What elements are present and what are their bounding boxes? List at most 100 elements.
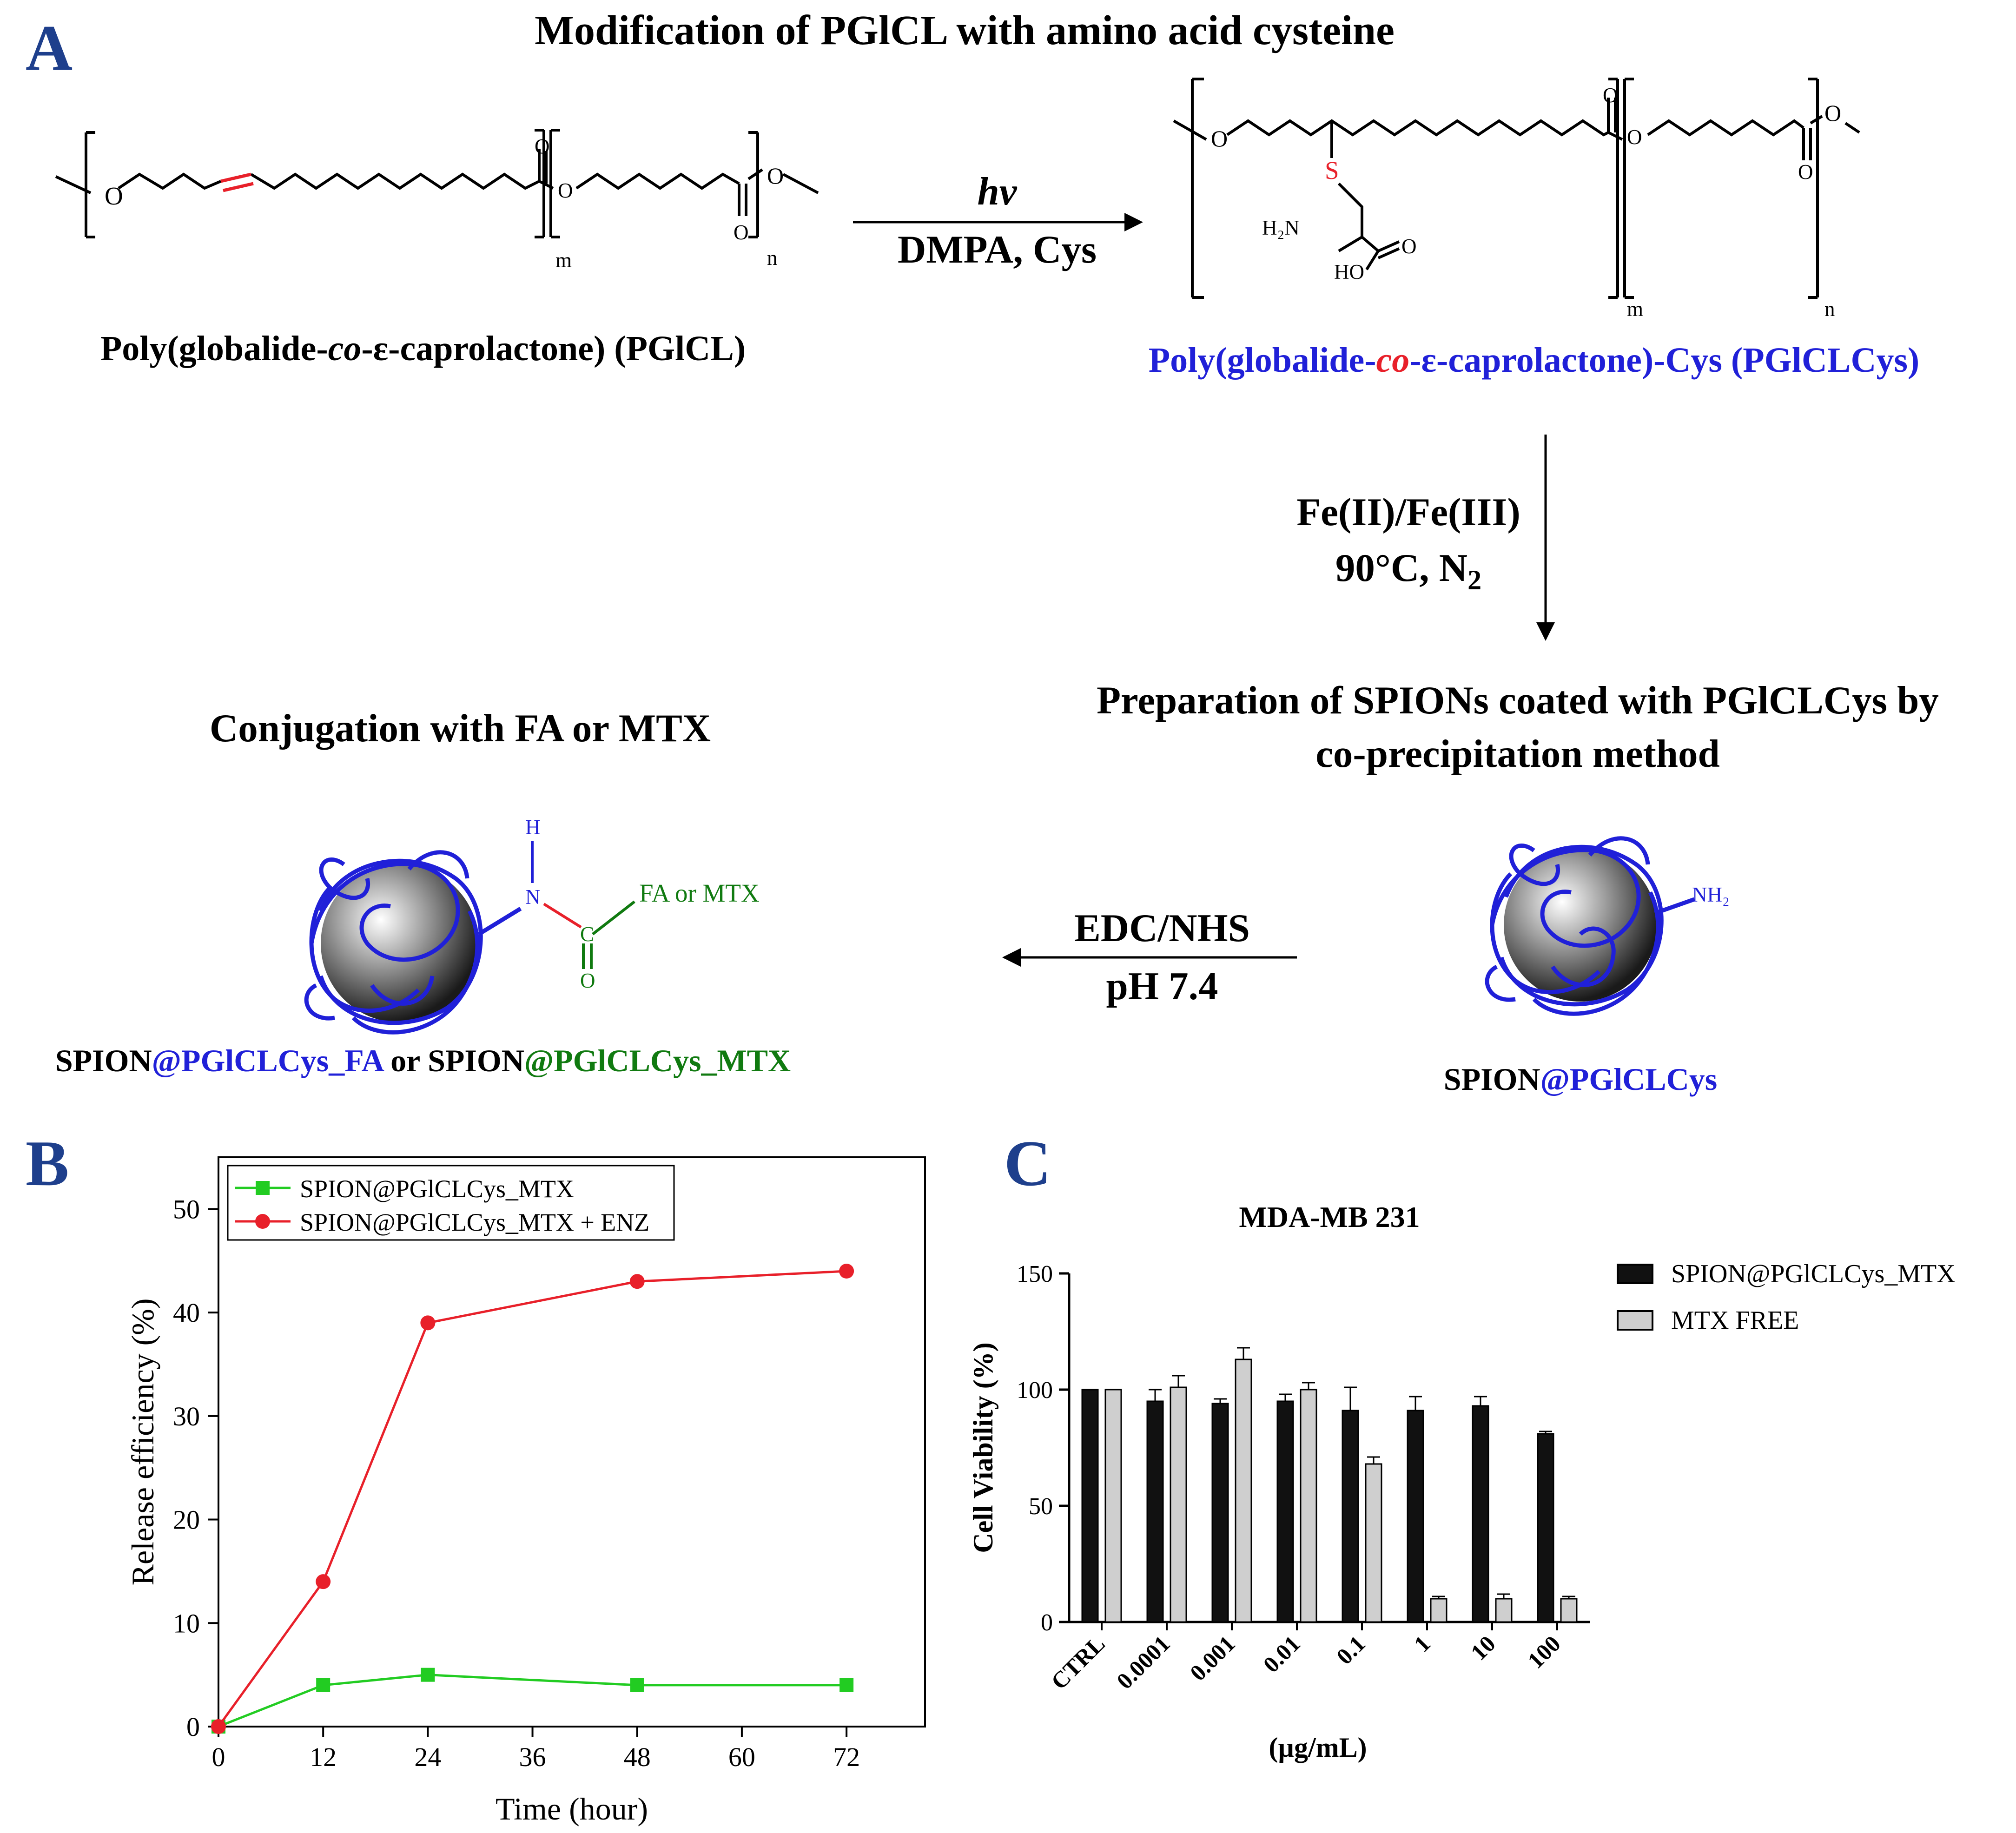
chart-c-bar [1430, 1598, 1448, 1623]
chart-c-xtick-label: 0.001 [1185, 1630, 1240, 1686]
chart-b-xtick-label: 60 [728, 1742, 755, 1772]
chart-c-bar [1081, 1389, 1099, 1623]
chart-b-legend [227, 1165, 675, 1241]
panel-a-title: Modification of PGlCL with amino acid cy… [535, 7, 1395, 53]
pglclcys-structure [1173, 78, 1860, 299]
chart-c-xtick-label: 10 [1466, 1630, 1500, 1665]
chart-b-xtick-label: 24 [414, 1742, 441, 1772]
reagent-fe: Fe(II)/Fe(III) [1296, 490, 1520, 534]
reagent-ph: pH 7.4 [1106, 964, 1218, 1008]
amide-h: H [525, 816, 541, 839]
spion-coated-particle: NH₂ [1485, 836, 1730, 1016]
chart-c-bar [1560, 1598, 1578, 1623]
panel-b: B 0 12 24 36 48 60 72 0 10 20 30 40 50 Time (hour) Rel… [26, 1127, 926, 1826]
chart-c-legend-swatch [1617, 1264, 1653, 1284]
reaction-arrow-edc: EDC/NHS pH 7.4 [1002, 906, 1297, 1008]
amide-o: O [580, 969, 595, 992]
chart-b: 0 12 24 36 48 60 72 0 10 20 30 40 50 Time (hour) Relea… [125, 1156, 926, 1826]
pglclcys-sub-n: n [1824, 297, 1835, 321]
chart-c-bar [1170, 1386, 1187, 1623]
panel-a-label: A [26, 12, 73, 84]
chart-b-point [211, 1719, 226, 1734]
chart-c-bar [1211, 1403, 1229, 1623]
chart-b-point [839, 1264, 854, 1279]
chart-c-bar [1472, 1405, 1489, 1623]
chart-b-point [630, 1678, 644, 1692]
reagent-dmpa-cys: DMPA, Cys [898, 228, 1097, 271]
pglclcys-name: Poly(globalide-co-ε-caprolactone)-Cys (P… [1149, 341, 1920, 380]
chart-c-xtick-label: CTRL [1046, 1630, 1110, 1695]
chart-c-bar [1495, 1598, 1513, 1623]
chart-b-legend-label: SPION@PGlCLCys_MTX [300, 1175, 574, 1203]
conj-title: Conjugation with FA or MTX [210, 706, 711, 750]
chart-c-bar [1235, 1358, 1252, 1623]
pglcl-o2: O [535, 135, 550, 158]
prep-title-line1: Preparation of SPIONs coated with PGlCLC… [1097, 679, 1939, 722]
chart-c-ytick-label: 100 [1017, 1377, 1053, 1404]
pglcl-name: Poly(globalide-co-ε-caprolactone) (PGlCL… [100, 329, 746, 368]
chart-b-point [629, 1274, 645, 1289]
prep-title-line2: co-precipitation method [1315, 732, 1720, 776]
pglcl-o5: O [767, 163, 784, 189]
chart-b-ytick-label: 10 [173, 1608, 200, 1638]
pglcl-o1: O [105, 182, 123, 210]
chart-c-xtick-label: 1 [1409, 1630, 1435, 1657]
reaction-arrow-fe: Fe(II)/Fe(III) 90°C, N2 [1296, 435, 1555, 641]
chart-c-xtick-label: 0.0001 [1111, 1630, 1175, 1694]
chart-b-ytick-label: 30 [173, 1401, 200, 1431]
chart-b-ytick-label: 20 [173, 1505, 200, 1535]
pglcl-double-bond [220, 172, 254, 192]
chart-b-ylabel: Release efficiency (%) [125, 1299, 160, 1586]
reagent-hv: hv [978, 170, 1018, 213]
chart-b-ytick-label: 50 [173, 1194, 200, 1224]
chart-c-bar [1104, 1389, 1122, 1623]
pglclcys-h2n: H₂N [1262, 216, 1300, 239]
pglclcys-o1: O [1211, 125, 1228, 152]
reagent-edc-nhs: EDC/NHS [1074, 906, 1250, 950]
panel-c: C MDA-MB 231 0 50 100 150 Cell Viability (%) C… [968, 1127, 1956, 1763]
pglclcys-sub-m: m [1627, 297, 1643, 321]
pglcl-sub-m: m [555, 249, 572, 272]
amide-n: N [525, 885, 541, 909]
chart-c-legend-label: MTX FREE [1671, 1306, 1799, 1335]
chart-b-series-line [217, 1270, 847, 1728]
chart-b-ytick-label: 0 [186, 1712, 200, 1742]
pglcl-o3: O [558, 179, 573, 202]
chart-c-legend-swatch [1617, 1310, 1653, 1331]
fa-mtx-label: FA or MTX [639, 879, 760, 907]
chart-c-xlabel: (µg/mL) [1269, 1732, 1367, 1763]
chart-b-legend-label: SPION@PGlCLCys_MTX + ENZ [300, 1208, 649, 1236]
panel-b-label: B [26, 1127, 69, 1200]
chart-c-bar [1300, 1389, 1317, 1623]
pglclcys-o-carbonyl: O [1401, 235, 1417, 258]
chart-b-point [421, 1668, 435, 1682]
chart-b-series-line [218, 1674, 847, 1728]
chart-b-point [316, 1678, 330, 1692]
chart-c-xtick-label: 100 [1522, 1630, 1566, 1674]
chart-b-legend-marker [255, 1214, 270, 1229]
pglclcys-o5: O [1824, 100, 1841, 126]
chart-c-ylabel: Cell Viability (%) [968, 1342, 998, 1553]
chart-b-frame [218, 1156, 926, 1728]
chart-b-xtick-label: 0 [212, 1742, 225, 1772]
product-right-name: SPION@PGlCLCys [1444, 1062, 1717, 1097]
chart-b-xtick-label: 72 [833, 1742, 860, 1772]
chart-b-xtick-label: 12 [310, 1742, 337, 1772]
chart-c-ytick-label: 0 [1041, 1609, 1053, 1636]
chart-c: MDA-MB 231 0 50 100 150 Cell Viability (%) CTR… [968, 1200, 1956, 1763]
panel-c-label: C [1004, 1127, 1051, 1200]
panel-a: A Modification of PGlCL with amino acid … [26, 7, 1939, 1097]
chart-c-bar [1365, 1463, 1382, 1623]
chart-c-bar [1146, 1400, 1164, 1623]
nh2-label: NH₂ [1692, 883, 1730, 906]
spion-conjugated-particle: H N C O FA or MTX [304, 816, 760, 1035]
pglcl-o4: O [734, 221, 749, 244]
pglcl-sub-n: n [767, 246, 778, 270]
chart-c-ytick-label: 150 [1017, 1261, 1053, 1287]
chart-b-xlabel: Time (hour) [496, 1791, 648, 1826]
chart-b-point [316, 1574, 331, 1589]
chart-c-ytick-label: 50 [1029, 1493, 1053, 1520]
reagent-temp-n2: 90°C, N2 [1335, 546, 1481, 595]
reaction-arrow-hv: hv DMPA, Cys [853, 170, 1143, 271]
chart-c-title: MDA-MB 231 [1239, 1200, 1420, 1233]
